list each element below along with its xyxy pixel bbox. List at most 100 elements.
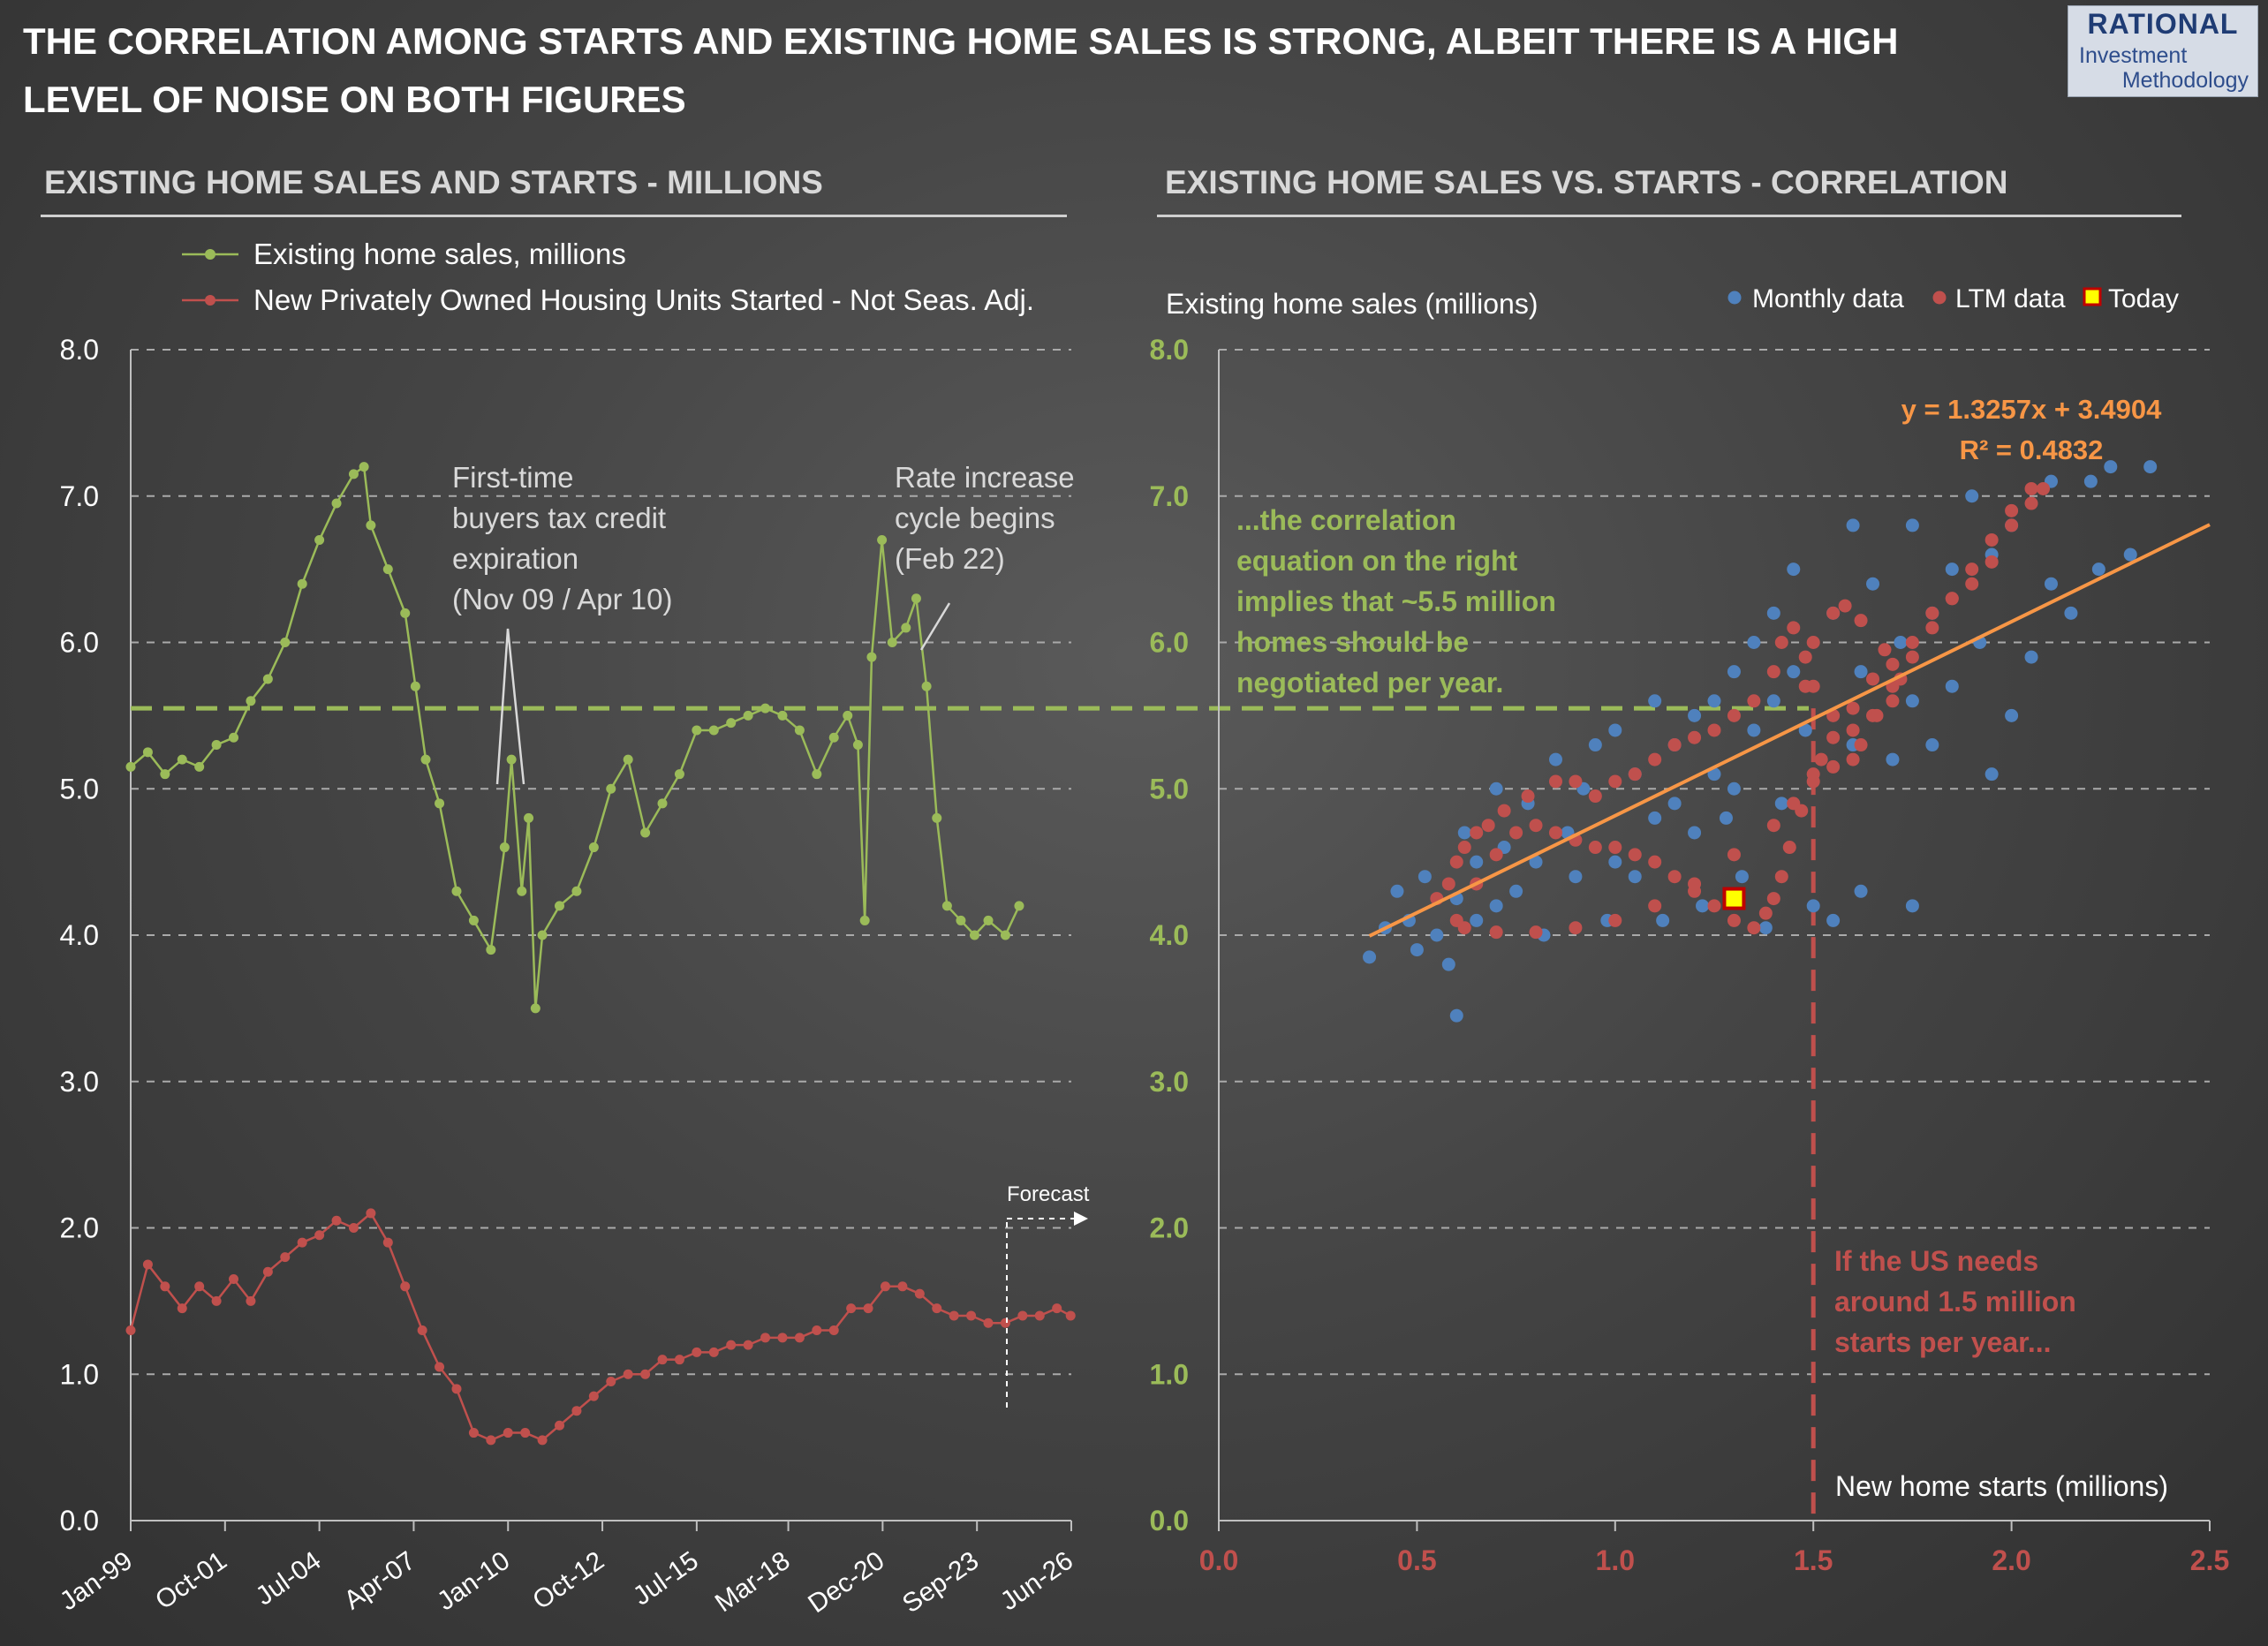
monthly-data-point [1758,921,1773,935]
legend-today-marker [2083,287,2102,306]
ltm-data-point [2024,496,2038,510]
left-xtick-label: Oct-01 [150,1546,232,1616]
left-xtick-label: Jul-04 [251,1546,327,1612]
ltm-data-point [1787,797,1801,811]
left-xtick-label: Jan-10 [432,1546,515,1617]
monthly-data-point [1806,899,1820,913]
legend-today-label: Today [2108,284,2179,313]
housing-starts-point [743,1340,753,1350]
monthly-data-point [1886,752,1900,766]
left-legend-marker [205,295,215,306]
ltm-data-point [1766,819,1780,833]
left-xtick-label: Sep-23 [897,1546,984,1620]
left-xtick-label: Oct-12 [527,1546,609,1616]
left-ytick-label: 5.0 [60,773,99,804]
right-ytick-label: 4.0 [1150,919,1189,951]
housing-starts-point [897,1281,908,1292]
ltm-data-point [1608,841,1622,855]
existing-home-sales-point [983,915,994,925]
left-ytick-label: 4.0 [60,919,99,951]
monthly-data-point [1719,811,1733,825]
existing-home-sales-point [348,469,359,479]
annotation-rate-hike: cycle begins [895,502,1055,534]
monthly-data-point [1390,884,1404,898]
right-ytick-label: 1.0 [1150,1358,1189,1390]
right-title-rule [1157,215,2181,217]
housing-starts-point [348,1223,359,1233]
forecast-label: Forecast [1007,1182,1090,1206]
housing-starts-point [1034,1310,1045,1321]
ltm-data-point [1569,774,1583,789]
ltm-data-point [1878,643,1892,657]
monthly-data-point [1925,738,1939,752]
housing-starts-point [194,1281,205,1292]
ltm-data-point [1688,730,1702,744]
monthly-data-point [1509,884,1523,898]
left-legend-marker [205,249,215,260]
housing-starts-point [828,1325,839,1336]
monthly-data-point [1430,928,1444,942]
ltm-data-point [1747,921,1761,935]
right-xtick-label: 1.5 [1794,1544,1833,1576]
existing-home-sales-point [921,681,932,691]
existing-home-sales-point [177,754,187,765]
housing-starts-point [537,1435,548,1446]
existing-home-sales-point [229,732,239,743]
ltm-data-point [1846,723,1860,737]
ltm-data-point [1727,913,1741,927]
left-ytick-label: 2.0 [60,1212,99,1244]
forecast-arrow-head [1074,1212,1088,1226]
right-xtick-label: 1.0 [1596,1544,1635,1576]
ltm-data-point [1984,532,1999,547]
annotation-rate-hike-pointer [919,602,951,651]
housing-starts-point [949,1310,959,1321]
ltm-data-point [1648,752,1662,766]
ltm-data-point [1608,913,1622,927]
housing-starts-point [125,1325,136,1336]
monthly-data-point [1854,665,1868,679]
monthly-data-point [1628,870,1642,884]
existing-home-sales-point [674,769,684,780]
monthly-data-point [1696,899,1710,913]
housing-starts-point [211,1295,222,1306]
existing-home-sales-point [160,769,170,780]
legend-monthly-marker [1727,291,1742,305]
existing-home-sales-point [555,901,565,911]
monthly-data-point [1470,913,1484,927]
monthly-data-point [1449,1008,1463,1023]
existing-home-sales-point [1014,901,1024,911]
existing-home-sales-point [852,740,863,751]
housing-starts-point [451,1384,462,1394]
existing-home-sales-point [382,564,393,575]
left-legend-label: New Privately Owned Housing Units Starte… [253,283,1034,316]
ltm-data-point [1548,826,1562,840]
green-note-text: ...the correlation [1236,504,1456,536]
ltm-data-point [1457,841,1471,855]
existing-home-sales-point [530,1003,541,1014]
ltm-data-point [1727,708,1741,722]
left-ytick-label: 0.0 [60,1505,99,1537]
ltm-data-point [1648,899,1662,913]
ltm-data-point [1846,752,1860,766]
right-xtick-label: 0.0 [1199,1544,1238,1576]
existing-home-sales-point [366,520,376,531]
existing-home-sales-point [657,798,668,809]
housing-starts-point [486,1435,496,1446]
housing-starts-point [297,1237,307,1248]
housing-starts-point [623,1369,633,1379]
housing-starts-point [1000,1318,1010,1328]
ltm-data-point [1529,819,1543,833]
green-note-text: negotiated per year. [1236,667,1503,698]
existing-home-sales-point [588,842,599,853]
ltm-data-point [1870,708,1884,722]
ltm-data-point [1766,665,1780,679]
ltm-data-point [1766,892,1780,906]
monthly-data-point [1735,870,1749,884]
monthly-data-point [1766,694,1780,708]
housing-starts-point [382,1237,393,1248]
ltm-data-point [1965,563,1979,577]
ltm-data-point [1774,870,1788,884]
existing-home-sales-point [812,769,822,780]
monthly-data-point [1984,767,1999,781]
monthly-data-point [1688,826,1702,840]
